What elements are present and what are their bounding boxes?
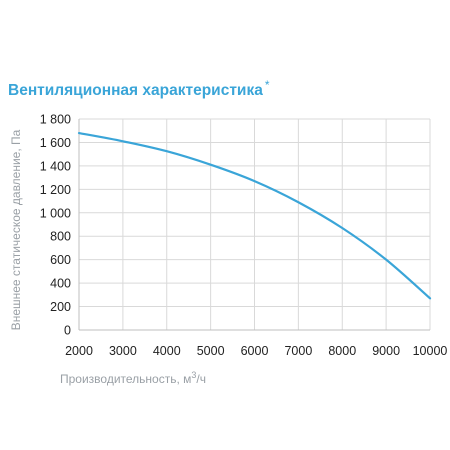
x-tick-label: 5000 xyxy=(197,344,225,358)
y-tick-label: 200 xyxy=(50,300,71,314)
x-tick-label: 8000 xyxy=(328,344,356,358)
chart-title: Вентиляционная характеристика * xyxy=(8,78,270,100)
x-tick-label: 6000 xyxy=(241,344,269,358)
y-tick-label: 1 600 xyxy=(40,136,71,150)
y-tick-label: 1 000 xyxy=(40,206,71,220)
y-tick-label: 600 xyxy=(50,253,71,267)
y-tick-label: 400 xyxy=(50,277,71,291)
x-axis-title-sup: 3 xyxy=(191,370,196,380)
y-tick-label: 1 200 xyxy=(40,183,71,197)
y-tick-label: 0 xyxy=(64,324,71,338)
x-axis-title-suffix: /ч xyxy=(196,372,206,386)
y-tick-label: 800 xyxy=(50,230,71,244)
x-tick-label: 10000 xyxy=(413,344,448,358)
y-axis-title: Внешнее статическое давление, Па xyxy=(9,129,23,330)
x-tick-label: 9000 xyxy=(372,344,400,358)
y-tick-label: 1 800 xyxy=(40,113,71,127)
x-axis-title: Производительность, м3/ч xyxy=(60,370,206,386)
y-tick-label: 1 400 xyxy=(40,159,71,173)
axis-layer: 0 200 400 600 800 1 000 1 200 1 400 1 600 1 800 20… xyxy=(40,113,448,359)
x-tick-label: 2000 xyxy=(65,344,93,358)
grid-layer xyxy=(78,118,431,331)
x-tick-label: 4000 xyxy=(153,344,181,358)
x-axis-title-main: Производительность, м xyxy=(60,372,191,386)
series-layer xyxy=(77,131,432,300)
x-tick-label: 7000 xyxy=(284,344,312,358)
chart-title-text: Вентиляционная характеристика xyxy=(8,82,263,100)
label-layer: Производительность, м3/ч Внешнее статиче… xyxy=(9,129,206,386)
series-line xyxy=(77,131,432,300)
x-tick-label: 3000 xyxy=(109,344,137,358)
chart-title-asterisk: * xyxy=(264,78,270,92)
